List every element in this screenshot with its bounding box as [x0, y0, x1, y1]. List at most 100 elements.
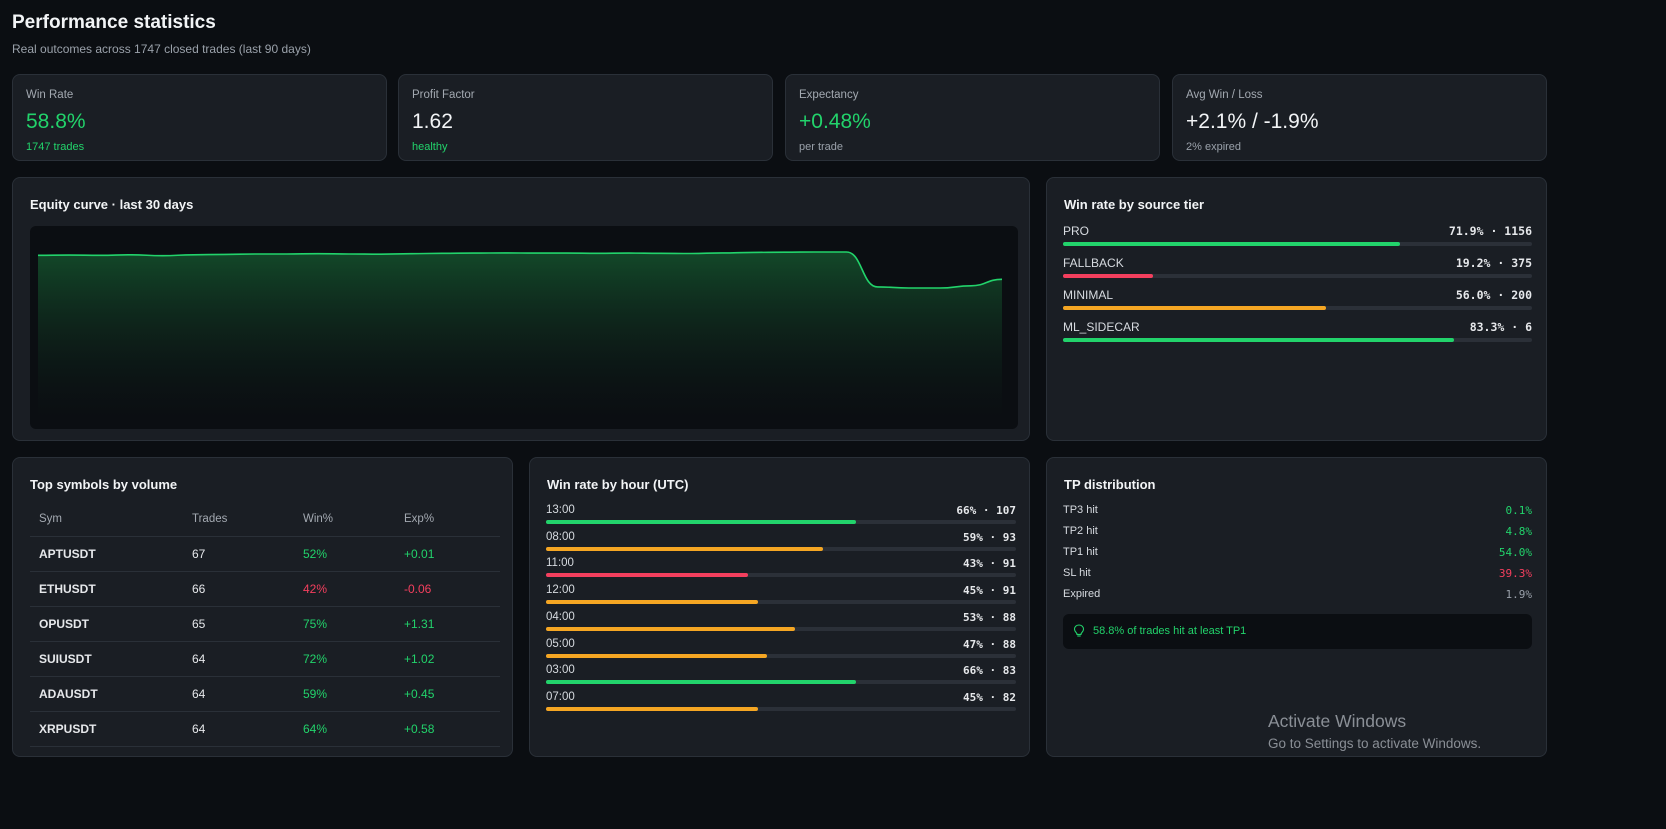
cell-trades: 66 — [183, 571, 294, 607]
tp-note: 58.8% of trades hit at least TP1 — [1063, 614, 1532, 649]
cell-sym: XRPUSDT — [30, 711, 183, 747]
hour-value: 47% · 88 — [963, 638, 1016, 651]
tp-row-tp2: TP2 hit 4.8% — [1063, 525, 1532, 546]
cell-exp: +1.31 — [395, 606, 500, 642]
hour-label: 04:00 — [546, 611, 575, 623]
hour-bar-fill — [546, 573, 749, 577]
hour-value: 59% · 93 — [963, 531, 1016, 544]
tier-label: MINIMAL — [1063, 288, 1114, 302]
table-header-row: Sym Trades Win% Exp% — [30, 502, 500, 537]
tier-label: PRO — [1063, 224, 1090, 238]
symbols-table: Sym Trades Win% Exp% APTUSDT 67 52% +0.0… — [30, 502, 500, 747]
cell-win: 59% — [294, 676, 395, 712]
table-row: ETHUSDT 66 42% -0.06 — [30, 571, 500, 607]
page-title: Performance statistics — [12, 12, 216, 33]
hour-bar-track — [546, 707, 1016, 711]
hour-row: 07:00 45% · 82 — [546, 691, 1016, 718]
cell-trades: 65 — [183, 606, 294, 642]
equity-chart-area — [30, 226, 1018, 429]
tier-row-minimal: MINIMAL 56.0% · 200 — [1063, 288, 1532, 320]
stat-sub: 2% expired — [1186, 141, 1242, 153]
hour-bar-fill — [546, 654, 767, 658]
table-row: OPUSDT 65 75% +1.31 — [30, 606, 500, 642]
stat-sub: 1747 trades — [26, 141, 85, 153]
tier-value: 83.3% · 6 — [1469, 320, 1532, 334]
col-win: Win% — [294, 502, 395, 537]
cell-trades: 64 — [183, 711, 294, 747]
stat-label: Avg Win / Loss — [1186, 89, 1263, 101]
cell-exp: +0.58 — [395, 711, 500, 747]
source-tier-card: Win rate by source tier PRO 71.9% · 1156… — [1046, 177, 1547, 441]
tp-value: 39.3% — [1498, 567, 1532, 580]
tp-label: TP3 hit — [1063, 504, 1098, 516]
hour-row: 13:00 66% · 107 — [546, 504, 1016, 531]
hour-value: 66% · 83 — [963, 664, 1016, 677]
top-symbols-title: Top symbols by volume — [30, 477, 178, 492]
cell-trades: 64 — [183, 641, 294, 677]
tp-distribution-title: TP distribution — [1064, 477, 1156, 492]
hour-label: 11:00 — [546, 557, 574, 569]
top-symbols-card: Top symbols by volume Sym Trades Win% Ex… — [12, 457, 513, 757]
activate-windows-subtitle: Go to Settings to activate Windows. — [1268, 736, 1482, 751]
tier-bar-track — [1063, 274, 1532, 278]
tier-row-ml-sidecar: ML_SIDECAR 83.3% · 6 — [1063, 320, 1532, 352]
stat-card-expectancy: Expectancy +0.48% per trade — [785, 74, 1160, 161]
equity-curve-card: Equity curve · last 30 days — [12, 177, 1030, 441]
source-tier-title: Win rate by source tier — [1064, 197, 1205, 212]
tp-value: 0.1% — [1505, 504, 1533, 517]
hour-bar-fill — [546, 547, 824, 551]
tier-bar-track — [1063, 338, 1532, 342]
col-exp: Exp% — [395, 502, 500, 537]
hour-value: 45% · 82 — [963, 691, 1016, 704]
page-subtitle: Real outcomes across 1747 closed trades … — [12, 42, 311, 56]
table-row: APTUSDT 67 52% +0.01 — [30, 536, 500, 572]
stat-sub: healthy — [412, 141, 448, 153]
tier-row-fallback: FALLBACK 19.2% · 375 — [1063, 256, 1532, 288]
cell-sym: OPUSDT — [30, 606, 183, 642]
tp-label: SL hit — [1063, 567, 1091, 579]
tp-row-expired: Expired 1.9% — [1063, 588, 1532, 609]
tp-value: 4.8% — [1505, 525, 1533, 538]
tp-value: 54.0% — [1498, 546, 1532, 559]
tier-bar-track — [1063, 242, 1532, 246]
tier-bar-track — [1063, 306, 1532, 310]
hour-value: 43% · 91 — [963, 557, 1016, 570]
cell-trades: 67 — [183, 536, 294, 572]
cell-win: 64% — [294, 711, 395, 747]
hour-row: 03:00 66% · 83 — [546, 664, 1016, 691]
stat-card-win-rate: Win Rate 58.8% 1747 trades — [12, 74, 387, 161]
hour-label: 05:00 — [546, 638, 575, 650]
hour-bar-track — [546, 654, 1016, 658]
stat-sub: per trade — [799, 141, 844, 153]
tp-row-sl: SL hit 39.3% — [1063, 567, 1532, 588]
hour-row: 11:00 43% · 91 — [546, 557, 1016, 584]
stat-card-avg-win-loss: Avg Win / Loss +2.1% / -1.9% 2% expired — [1172, 74, 1547, 161]
hour-bar-track — [546, 680, 1016, 684]
hour-label: 07:00 — [546, 691, 575, 703]
table-row: XRPUSDT 64 64% +0.58 — [30, 711, 500, 747]
hour-label: 03:00 — [546, 664, 575, 676]
stat-value: 1.62 — [412, 110, 453, 133]
hour-bar-fill — [546, 680, 857, 684]
tier-label: ML_SIDECAR — [1063, 320, 1140, 334]
tier-row-pro: PRO 71.9% · 1156 — [1063, 224, 1532, 256]
hour-winrate-title: Win rate by hour (UTC) — [547, 477, 689, 492]
stat-value: 58.8% — [26, 110, 86, 133]
cell-exp: -0.06 — [395, 571, 500, 607]
stat-value: +2.1% / -1.9% — [1186, 110, 1319, 133]
cell-win: 72% — [294, 641, 395, 677]
col-trades: Trades — [183, 502, 294, 537]
hour-value: 45% · 91 — [963, 584, 1016, 597]
hour-row: 05:00 47% · 88 — [546, 638, 1016, 665]
stat-label: Win Rate — [26, 89, 74, 101]
stat-label: Profit Factor — [412, 89, 475, 101]
tier-value: 71.9% · 1156 — [1448, 224, 1532, 238]
stat-label: Expectancy — [799, 89, 859, 101]
hour-bar-track — [546, 600, 1016, 604]
hour-bar-fill — [546, 520, 857, 524]
tier-bar-fill — [1063, 306, 1326, 310]
hour-bar-track — [546, 627, 1016, 631]
col-sym: Sym — [30, 502, 183, 537]
hour-row: 08:00 59% · 93 — [546, 531, 1016, 558]
hour-label: 13:00 — [546, 504, 575, 516]
